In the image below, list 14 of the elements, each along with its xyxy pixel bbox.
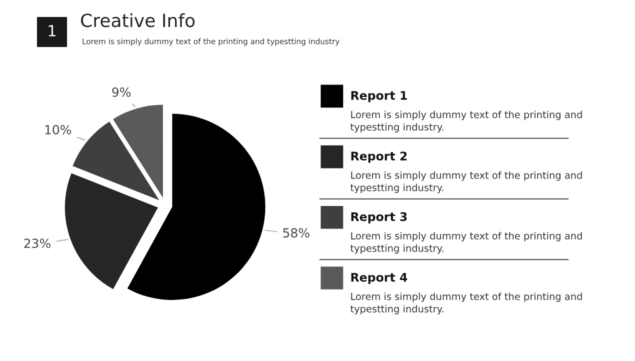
text: Lorem is simply dummy text of the printing and typestting industry.: [350, 171, 582, 194]
chart-title: Creative Info: [81, 13, 195, 28]
text: Lorem is simply dummy text of the printing and typestting industry.: [350, 292, 582, 314]
text: Lorem is simply dummy text of the printing and typestting industry.: [350, 232, 582, 254]
legend-label: Report 1: [351, 91, 407, 102]
text: 1: [48, 25, 56, 36]
data-label: 10%: [45, 124, 72, 134]
legend-label: Report 2: [351, 152, 407, 163]
data-label: 58%: [283, 228, 310, 238]
data-label: 23%: [24, 238, 50, 248]
text: Lorem is simply dummy text of the printing and typestting industry.: [350, 110, 582, 132]
data-label: 9%: [112, 87, 131, 97]
legend-label: Report 3: [351, 212, 407, 224]
legend-label: Report 4: [351, 272, 408, 284]
